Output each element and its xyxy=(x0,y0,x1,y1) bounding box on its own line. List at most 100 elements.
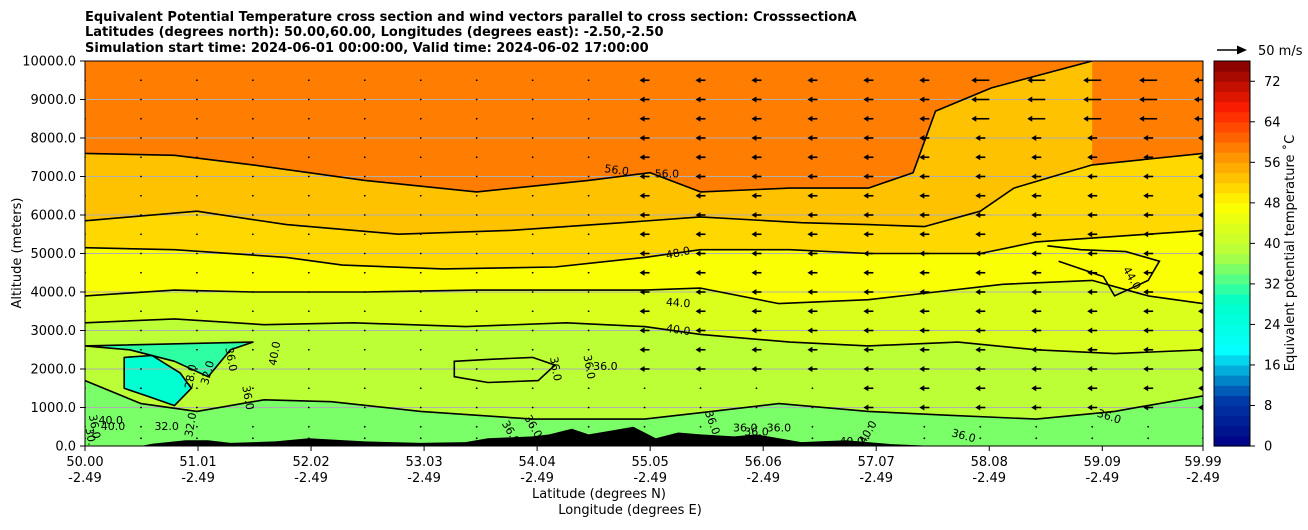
wind-vector xyxy=(251,233,254,236)
wind-vector xyxy=(251,291,254,293)
wind-vector-head xyxy=(919,269,925,276)
contour-label: 48.0 xyxy=(665,244,692,262)
wind-vector-head xyxy=(1031,308,1037,315)
wind-vector-head xyxy=(863,231,869,238)
colorbar-segment xyxy=(1214,142,1250,153)
wind-vector xyxy=(363,425,366,428)
wind-vector xyxy=(251,329,254,332)
wind-vector xyxy=(140,271,142,274)
colorbar-segment xyxy=(1214,233,1250,244)
wind-vector xyxy=(140,310,142,313)
contour-line-32.0 xyxy=(85,341,254,378)
wind-vector xyxy=(531,156,534,159)
fill-band-below-36.0 xyxy=(85,380,1203,446)
wind-vector-head xyxy=(1031,404,1037,411)
wind-vector xyxy=(196,368,198,370)
wind-vector-head xyxy=(863,135,869,141)
colorbar-segment xyxy=(1214,152,1250,163)
quiver-key-arrow-icon xyxy=(1237,45,1247,55)
wind-vector-head xyxy=(1031,192,1037,199)
wind-vector xyxy=(196,387,198,390)
wind-vector-head xyxy=(639,173,645,180)
wind-vector xyxy=(307,291,310,293)
wind-vector-head xyxy=(1198,192,1203,199)
plot-area: 56.0 56.048.044.040.044.036.0 36.036.036.0… xyxy=(85,61,1203,446)
wind-vector-head xyxy=(919,289,925,295)
wind-vector xyxy=(140,368,142,370)
x-tick-label-latitude: 51.01 xyxy=(179,455,216,470)
wind-vector xyxy=(363,348,366,351)
wind-vector-head xyxy=(1087,192,1093,199)
wind-vector-head xyxy=(695,250,701,257)
wind-vector-head xyxy=(975,269,981,276)
wind-vector xyxy=(307,156,310,159)
wind-vector-head xyxy=(1087,135,1093,141)
wind-vector-head xyxy=(695,308,701,315)
colorbar-segment xyxy=(1214,314,1250,326)
wind-vector xyxy=(699,425,702,428)
contour-label: 40.0 xyxy=(266,340,283,366)
wind-vector-head xyxy=(1083,77,1089,84)
wind-vector xyxy=(811,406,814,409)
wind-vector-head xyxy=(639,308,645,315)
wind-vector-head xyxy=(919,346,925,353)
wind-vector xyxy=(196,137,198,139)
x-tick-label-longitude: -2.49 xyxy=(859,471,893,486)
wind-vector-head xyxy=(1087,308,1093,315)
wind-vector xyxy=(251,437,254,440)
wind-vector-head xyxy=(1031,366,1037,372)
contour-line-44-loop xyxy=(1047,245,1161,297)
x-tick-label-latitude: 56.06 xyxy=(745,455,782,470)
wind-vector-head xyxy=(751,366,757,372)
y-axis: 0.0 1000.0 2000.0 3000.0 4000.0 5000.0 6000.0 7… xyxy=(22,55,85,455)
wind-vector-head xyxy=(751,115,757,122)
wind-vector-head xyxy=(919,77,925,84)
wind-vector-head xyxy=(1143,269,1149,276)
wind-vector xyxy=(307,348,310,351)
wind-vector xyxy=(531,98,534,101)
contour-line-36.0 xyxy=(85,379,1203,420)
wind-vector xyxy=(196,175,198,178)
wind-vector xyxy=(587,117,590,120)
wind-vector-head xyxy=(695,327,701,334)
x-tick-label-longitude: -2.49 xyxy=(1085,471,1119,486)
x-tick-label-latitude: 57.07 xyxy=(858,455,895,470)
x-axis-label-latitude: Latitude (degrees N) xyxy=(532,487,666,502)
wind-vector xyxy=(307,406,310,409)
wind-vector-head xyxy=(639,231,645,238)
colorbar-segment xyxy=(1214,425,1250,437)
wind-vector-head xyxy=(751,250,757,257)
wind-vector-head xyxy=(1031,212,1037,218)
wind-vector-head xyxy=(695,366,701,372)
wind-vector xyxy=(587,291,590,293)
colorbar-tick-label: 64 xyxy=(1264,115,1281,130)
wind-vector xyxy=(531,368,534,370)
wind-vector-head xyxy=(975,231,981,238)
wind-vector-head xyxy=(1031,173,1037,180)
wind-vector-head xyxy=(919,212,925,218)
wind-vector xyxy=(587,156,590,159)
wind-vector xyxy=(419,117,422,120)
y-tick-label: 6000.0 xyxy=(31,209,77,224)
contour-label: 32.0 xyxy=(198,359,217,386)
wind-vector-head xyxy=(639,269,645,276)
wind-vector xyxy=(196,79,198,82)
x-tick-label-longitude: -2.49 xyxy=(746,471,780,486)
wind-vector-head xyxy=(863,173,869,180)
wind-vector xyxy=(531,348,534,351)
wind-vector xyxy=(363,329,366,332)
wind-vector xyxy=(307,310,310,313)
contour-line-28.0 xyxy=(123,354,193,407)
wind-vector-head xyxy=(807,135,813,141)
x-tick-label-longitude: -2.49 xyxy=(68,471,102,486)
wind-vector xyxy=(363,156,366,159)
wind-vector-head xyxy=(639,135,645,141)
wind-vector-head xyxy=(1143,154,1149,161)
colorbar-segment xyxy=(1214,283,1250,295)
wind-vector xyxy=(419,271,422,274)
colorbar-segment xyxy=(1214,435,1250,447)
wind-vector-head xyxy=(1087,404,1093,411)
wind-vector xyxy=(699,406,702,409)
y-tick-label: 3000.0 xyxy=(31,324,77,339)
wind-vector-head xyxy=(695,173,701,180)
